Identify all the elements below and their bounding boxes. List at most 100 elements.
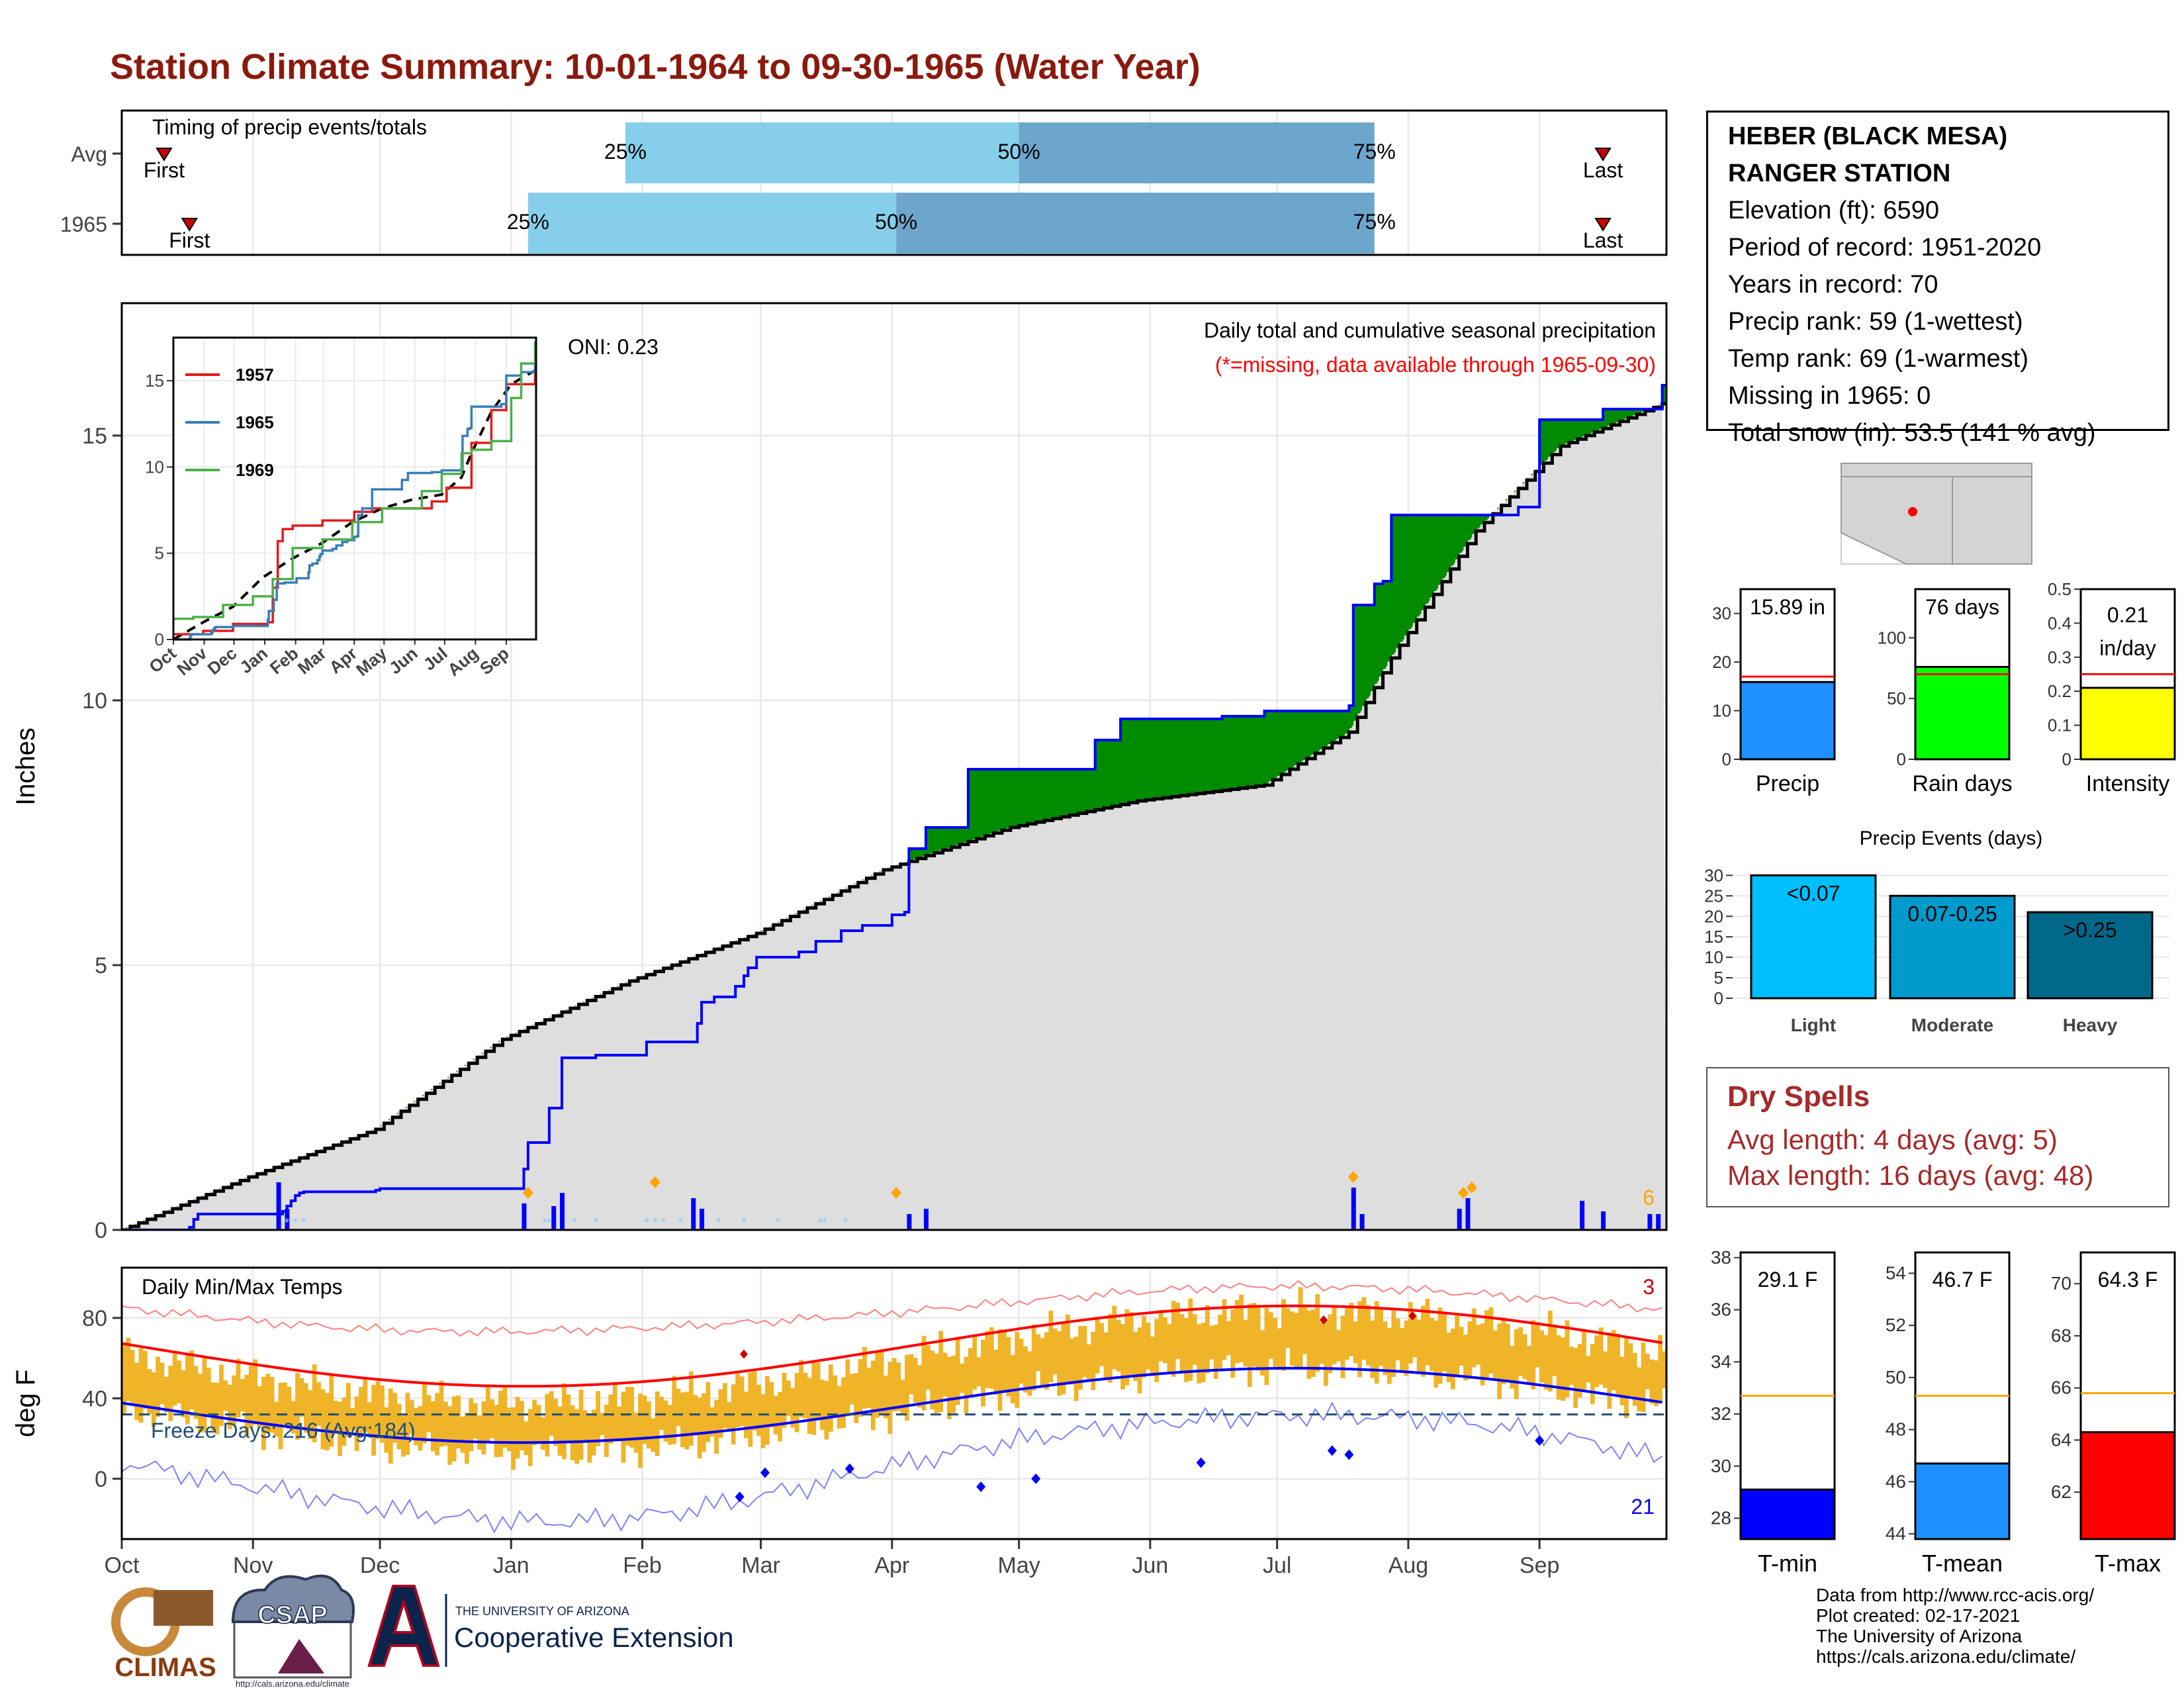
precip-diff-day bbox=[909, 849, 914, 861]
daily-temp-bar bbox=[401, 1415, 406, 1457]
daily-temp-bar bbox=[359, 1387, 363, 1436]
daily-temp-bar bbox=[1112, 1305, 1117, 1370]
daily-temp-bar bbox=[917, 1365, 922, 1408]
precip-diff-day bbox=[1598, 420, 1604, 430]
daily-temp-bar bbox=[1531, 1320, 1536, 1389]
daily-temp-bar bbox=[1408, 1302, 1413, 1364]
daily-temp-bar bbox=[629, 1387, 635, 1448]
precip-diff-day bbox=[1429, 515, 1434, 598]
dry-spells-title: Dry Spells bbox=[1727, 1080, 1870, 1113]
precip-diff-day bbox=[942, 827, 948, 850]
precip-diff-day bbox=[1112, 740, 1117, 806]
daily-temp-bar bbox=[214, 1382, 220, 1434]
daily-temp-bar bbox=[684, 1391, 690, 1450]
daily-temp-bar bbox=[1205, 1305, 1210, 1374]
mini-ytick-label: 0.3 bbox=[2048, 647, 2071, 667]
precip-diff-day bbox=[1260, 716, 1265, 786]
daily-temp-bar bbox=[1459, 1327, 1464, 1366]
daily-temp-bar bbox=[1632, 1352, 1637, 1406]
daily-temp-bar bbox=[714, 1399, 719, 1454]
precip-diff-day bbox=[1124, 719, 1130, 804]
daily-temp-bar bbox=[1044, 1332, 1049, 1390]
daily-temp-bar bbox=[1391, 1308, 1396, 1378]
daily-temp-bar bbox=[371, 1385, 377, 1456]
daily-temp-bar bbox=[1484, 1310, 1489, 1380]
month-label-Sep: Sep bbox=[1520, 1553, 1560, 1578]
precip-events-title: Precip Events (days) bbox=[1860, 827, 2043, 849]
daily-temp-bar bbox=[536, 1405, 541, 1443]
daily-temp-bar bbox=[350, 1407, 355, 1430]
daily-temp-bar bbox=[1273, 1317, 1278, 1367]
daily-temp-bar bbox=[443, 1401, 448, 1446]
daily-temp-bar bbox=[824, 1381, 829, 1440]
precip-diff-day bbox=[1285, 711, 1291, 771]
daily-temp-bar bbox=[1543, 1335, 1549, 1390]
station-name-line-2: RANGER STATION bbox=[1728, 160, 1951, 187]
snow-marker: * bbox=[547, 1216, 552, 1231]
daily-temp-bar bbox=[545, 1393, 550, 1457]
precip-diff-day bbox=[1069, 769, 1075, 815]
precip-plot-area: * * * ** * * * * * * * * * ** * bbox=[122, 384, 1666, 1231]
daily-temp-bar bbox=[316, 1382, 321, 1426]
record-low-marker bbox=[760, 1467, 770, 1478]
daily-temp-bar bbox=[782, 1372, 787, 1428]
credits: Data from http://www.rcc-acis.org/ Plot … bbox=[1816, 1585, 2094, 1667]
daily-temp-bar bbox=[1310, 1309, 1316, 1378]
mini-value-unit-Intensity: in/day bbox=[2099, 636, 2156, 660]
daily-temp-bar bbox=[608, 1394, 614, 1444]
precip-diff-day bbox=[1197, 719, 1202, 794]
temp-bar-ytick-label: 28 bbox=[1711, 1508, 1731, 1528]
temp-bar-ytick-label: 64 bbox=[2051, 1429, 2071, 1450]
daily-temp-bar bbox=[1243, 1319, 1248, 1367]
daily-temp-bar bbox=[341, 1397, 347, 1446]
precip-diff-day bbox=[1569, 420, 1574, 442]
daily-temp-bar bbox=[405, 1392, 410, 1455]
precip-diff-day bbox=[1192, 719, 1197, 794]
daily-temp-bar bbox=[993, 1349, 999, 1395]
precip-diff-day bbox=[1268, 711, 1273, 781]
temp-bar-ytick-label: 32 bbox=[1711, 1403, 1731, 1424]
daily-temp-bar bbox=[177, 1360, 181, 1403]
last-event-marker-Avg bbox=[1594, 148, 1612, 162]
daily-temp-bar bbox=[181, 1370, 186, 1417]
daily-temp-bar bbox=[900, 1380, 905, 1415]
snow-marker: * bbox=[661, 1216, 666, 1231]
daily-temp-bar bbox=[1582, 1330, 1586, 1390]
daily-temp-bar bbox=[709, 1407, 715, 1437]
precip-diff-day bbox=[1433, 515, 1439, 592]
timing-p50-Avg: 50% bbox=[998, 140, 1040, 164]
precip-events-ytick-label: 20 bbox=[1704, 906, 1723, 926]
precip-events-category-Light: Light bbox=[1791, 1015, 1836, 1035]
daily-temp-bar bbox=[828, 1364, 833, 1432]
daily-temp-bar bbox=[308, 1390, 313, 1439]
precip-diff-day bbox=[1370, 605, 1375, 692]
daily-temp-bar bbox=[345, 1383, 351, 1438]
temp-bar-value-T-mean: 46.7 F bbox=[1933, 1268, 1993, 1291]
precip-ytick-label-15: 15 bbox=[82, 424, 107, 449]
daily-temp-bar bbox=[490, 1399, 495, 1438]
precip-diff-day bbox=[1624, 409, 1629, 419]
daily-temp-bar bbox=[506, 1407, 512, 1452]
utah-colorado-shape bbox=[1841, 463, 2032, 477]
snow-marker: * bbox=[817, 1216, 823, 1231]
record-high-line bbox=[122, 1280, 1662, 1337]
precip-events-range-Heavy: >0.25 bbox=[2064, 918, 2117, 942]
daily-temp-bar bbox=[815, 1362, 821, 1421]
timing-p50-1965: 50% bbox=[875, 210, 917, 234]
daily-temp-bar bbox=[803, 1372, 808, 1419]
precip-diff-day bbox=[1408, 515, 1413, 630]
daily-precip-bar bbox=[700, 1209, 705, 1230]
daily-temp-bar bbox=[287, 1386, 292, 1429]
temp-bar-value-T-max: 64.3 F bbox=[2098, 1268, 2158, 1291]
daily-temp-bar bbox=[790, 1387, 796, 1428]
daily-temp-bar bbox=[1023, 1346, 1028, 1393]
extreme-precip-marker bbox=[522, 1187, 533, 1199]
snow-marker: * bbox=[843, 1216, 848, 1231]
daily-temp-bar bbox=[494, 1405, 499, 1458]
daily-temp-bar bbox=[646, 1401, 651, 1449]
precip-diff-day bbox=[1404, 515, 1409, 636]
page-title: Station Climate Summary: 10-01-1964 to 0… bbox=[110, 47, 1201, 87]
daily-temp-bar bbox=[676, 1389, 681, 1427]
temp-bar-label-T-min: T-min bbox=[1758, 1550, 1817, 1577]
precip-diff-day bbox=[1336, 711, 1342, 739]
